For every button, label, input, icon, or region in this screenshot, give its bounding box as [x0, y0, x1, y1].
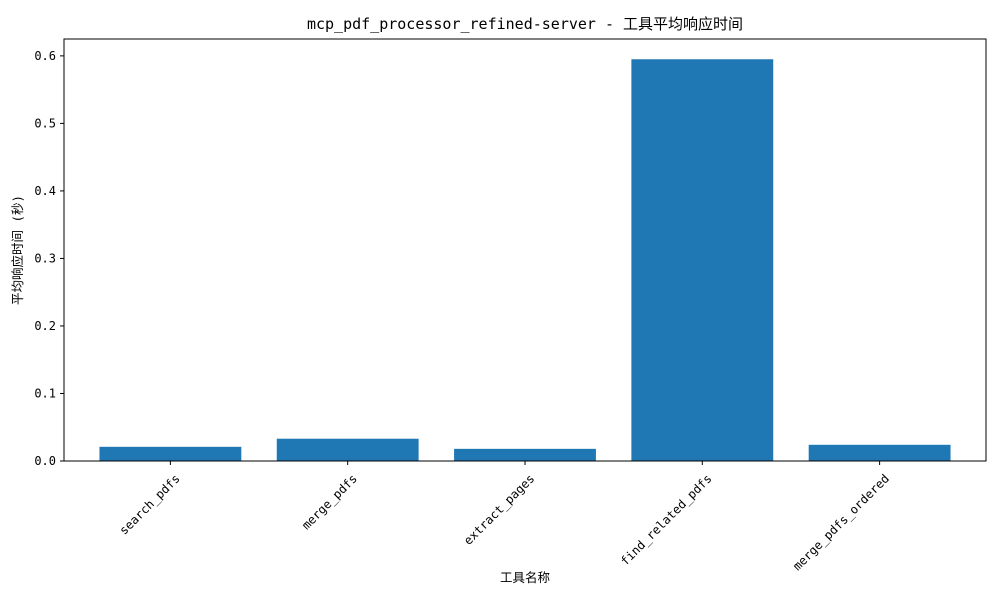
bar-find-related-pdfs	[631, 59, 774, 461]
y-tick-label: 0.1	[34, 386, 56, 400]
x-tick-label: find_related_pdfs	[618, 471, 715, 568]
y-tick-label: 0.2	[34, 319, 56, 333]
x-tick-label: extract_pages	[461, 471, 537, 547]
x-tick-label: merge_pdfs_ordered	[790, 471, 892, 573]
plot-frame	[63, 38, 987, 462]
y-tick-label: 0.4	[34, 184, 56, 198]
bar-merge-pdfs	[276, 438, 419, 461]
y-axis: 0.0 0.1 0.2 0.3 0.4 0.5 0.6	[34, 49, 64, 468]
x-tick-label: merge_pdfs	[299, 471, 360, 532]
x-tick-label: search_pdfs	[117, 471, 183, 537]
y-tick-label: 0.6	[34, 49, 56, 63]
y-tick-label: 0.5	[34, 116, 56, 130]
bar-extract-pages	[454, 448, 596, 461]
x-axis: search_pdfs merge_pdfs extract_pages find_r…	[117, 461, 892, 573]
y-tick-label: 0.0	[34, 454, 56, 468]
chart-title: mcp_pdf_processor_refined-server - 工具平均响…	[307, 15, 743, 33]
y-tick-label: 0.3	[34, 251, 56, 265]
bars-group	[99, 59, 951, 461]
x-axis-label: 工具名称	[500, 570, 550, 585]
y-axis-label: 平均响应时间 (秒)	[10, 195, 25, 305]
bar-search-pdfs	[99, 446, 242, 461]
bar-merge-pdfs-ordered	[808, 444, 951, 461]
